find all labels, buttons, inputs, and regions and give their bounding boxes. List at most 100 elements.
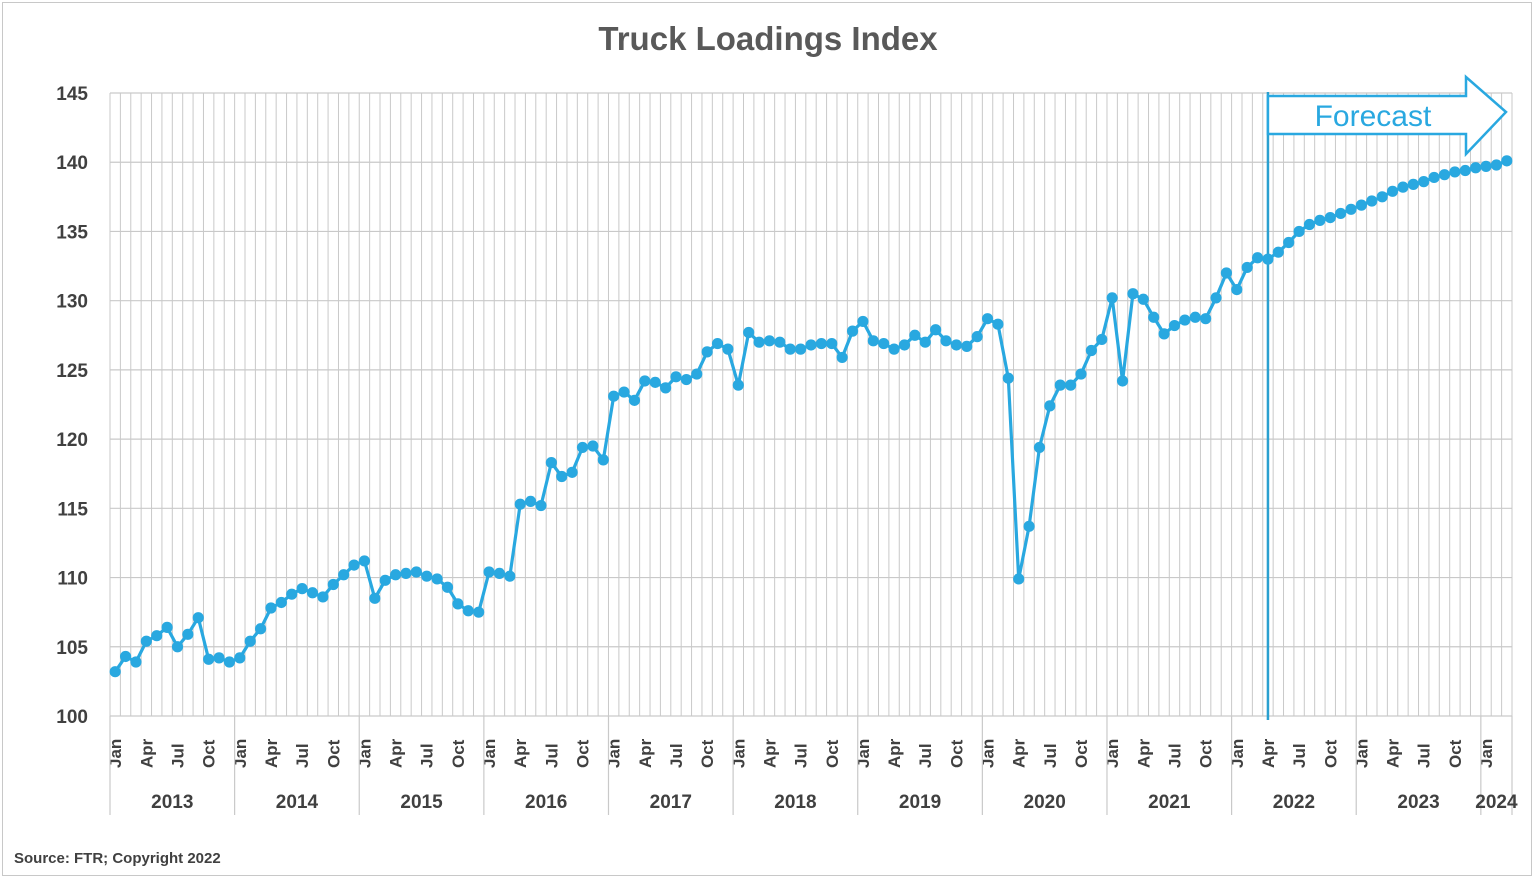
x-tick-label: Apr [262, 738, 281, 768]
data-point [1480, 160, 1492, 172]
data-point [327, 578, 339, 591]
data-point [1065, 379, 1077, 391]
data-point [1200, 313, 1212, 325]
x-tick-label: Jul [1290, 743, 1309, 768]
data-point [1428, 171, 1440, 184]
x-year-label: 2015 [400, 792, 443, 813]
data-point [1376, 191, 1388, 203]
data-point [286, 588, 298, 600]
data-point [1501, 155, 1513, 167]
data-point [836, 351, 848, 364]
y-axis-labels: 100 105 110 115 120 125 130 135 140 145 [56, 84, 88, 728]
y-tick-label: 110 [57, 569, 88, 590]
data-point [151, 630, 163, 642]
x-tick-label: Apr [760, 738, 779, 768]
data-point [109, 666, 121, 678]
data-point [1220, 267, 1233, 279]
data-point [1044, 400, 1056, 412]
x-tick-label: Oct [1072, 739, 1091, 768]
x-tick-label: Apr [387, 738, 406, 768]
data-point [846, 325, 859, 337]
data-point [1324, 212, 1336, 224]
x-tick-label: Jul [169, 743, 188, 768]
x-year-label: 2017 [650, 792, 692, 813]
data-point [576, 441, 589, 454]
data-point [358, 555, 371, 567]
x-tick-label: Apr [511, 738, 530, 768]
data-point [1075, 368, 1087, 380]
data-point [1054, 379, 1066, 391]
x-tick-label: Apr [137, 738, 156, 768]
data-point [826, 337, 838, 350]
data-point [1168, 319, 1181, 332]
data-point [545, 457, 557, 469]
data-point [317, 591, 329, 603]
data-point [587, 440, 599, 452]
data-point [763, 335, 776, 347]
y-tick-label: 105 [56, 638, 88, 659]
data-point [1033, 441, 1046, 454]
y-tick-label: 100 [56, 707, 88, 728]
data-point [161, 621, 173, 633]
data-point [909, 329, 921, 341]
data-point [223, 656, 236, 668]
data-point [597, 454, 609, 466]
data-point [1272, 246, 1284, 258]
data-point [950, 339, 962, 351]
data-point [1397, 181, 1409, 193]
data-point [1459, 164, 1471, 177]
data-point [743, 326, 755, 339]
data-point [473, 606, 485, 618]
data-point [857, 315, 869, 328]
x-tick-label: Jul [542, 743, 561, 768]
x-tick-label: Oct [823, 739, 842, 768]
data-point [566, 466, 578, 478]
data-point [628, 394, 641, 406]
data-point [1470, 162, 1482, 174]
y-tick-label: 125 [56, 361, 88, 382]
data-point [389, 569, 402, 581]
x-tick-label: Oct [200, 739, 219, 768]
x-tick-label: Apr [1384, 738, 1403, 768]
data-point [234, 652, 246, 664]
x-tick-label: Jul [418, 743, 437, 768]
x-year-label: 2019 [899, 792, 941, 813]
x-tick-label: Jan [355, 739, 374, 768]
data-point [525, 495, 537, 508]
data-point [1303, 218, 1316, 231]
data-point [306, 587, 319, 599]
data-point [504, 570, 516, 582]
data-point [670, 371, 682, 383]
data-point [898, 339, 911, 351]
x-tick-label: Oct [947, 739, 966, 768]
forecast-annotation: Forecast [1266, 74, 1508, 720]
data-point [1241, 261, 1253, 274]
x-tick-label: Apr [1259, 738, 1278, 768]
vertical-gridlines [109, 93, 1513, 716]
x-tick-label: Apr [1134, 738, 1153, 768]
data-point [649, 376, 661, 388]
data-point [462, 605, 474, 617]
x-year-label: 2016 [525, 792, 567, 813]
data-point [130, 656, 142, 668]
horizontal-gridlines [110, 92, 1512, 717]
data-point [784, 343, 796, 355]
data-point [691, 368, 703, 380]
data-point [1002, 372, 1014, 384]
data-point [639, 375, 651, 387]
x-tick-label: Jan [729, 739, 748, 768]
data-point [338, 569, 350, 581]
x-year-label: 2024 [1475, 792, 1518, 813]
data-point [1179, 314, 1191, 326]
source-note: Source: FTR; Copyright 2022 [14, 850, 221, 867]
data-point [1116, 375, 1129, 387]
data-point [930, 324, 942, 336]
data-point [410, 566, 422, 578]
data-point [275, 596, 287, 609]
data-point [878, 337, 890, 350]
data-point [452, 598, 464, 610]
data-point [254, 623, 267, 635]
y-tick-label: 130 [56, 292, 88, 313]
data-point [1490, 159, 1503, 171]
